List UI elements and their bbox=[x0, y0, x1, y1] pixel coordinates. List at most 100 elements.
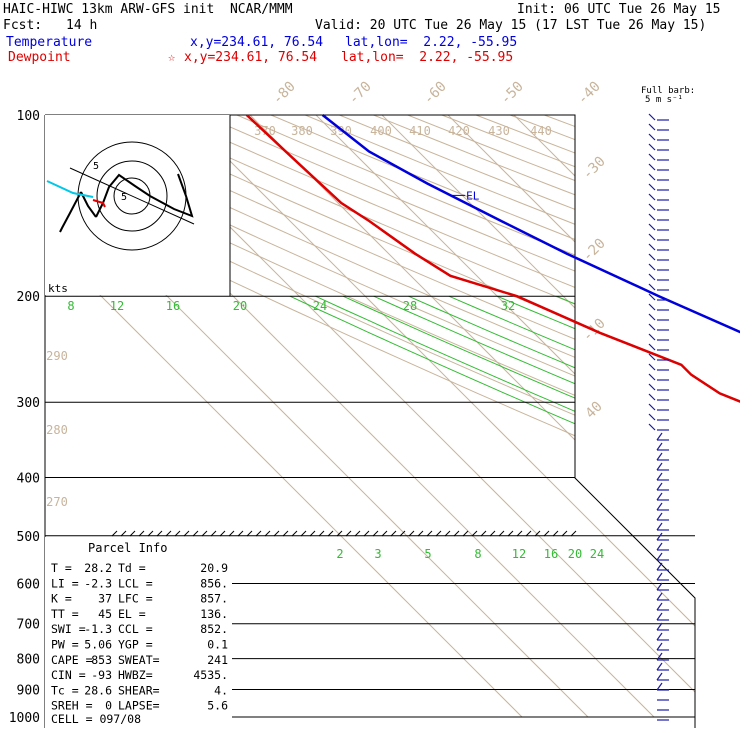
hatch-mark bbox=[309, 530, 316, 537]
dewpoint-xy: x,y=234.61, 76.54 bbox=[184, 50, 318, 65]
parcel-info-key: LFC = bbox=[118, 592, 153, 606]
isotherm-label: -30 bbox=[580, 154, 609, 183]
hatch-mark bbox=[399, 530, 406, 537]
parcel-info-key: Tc = bbox=[51, 683, 79, 697]
pressure-tick-label: 900 bbox=[17, 683, 40, 698]
pressure-tick-label: 400 bbox=[17, 471, 40, 486]
mixing-ratio-label: 24 bbox=[313, 299, 327, 313]
plot-frame bbox=[45, 114, 696, 728]
pressure-tick-label: 700 bbox=[17, 618, 40, 633]
wind-barb-flag bbox=[656, 512, 663, 521]
wind-barb-flag bbox=[656, 682, 663, 691]
hodograph-mean-wind bbox=[92, 199, 106, 208]
parcel-info-key: T = bbox=[51, 561, 72, 575]
pressure-tick-label: 500 bbox=[17, 530, 40, 545]
parcel-info-value: 37 bbox=[98, 592, 112, 606]
wind-barb-flag bbox=[648, 273, 656, 281]
wind-barb-flag bbox=[648, 203, 656, 211]
mixing-ratio-label: 16 bbox=[544, 547, 558, 561]
hatch-mark bbox=[372, 530, 379, 537]
hatch-mark bbox=[264, 530, 271, 537]
parcel-info-key: CAPE = bbox=[51, 653, 93, 667]
wind-barb-flag bbox=[656, 562, 663, 571]
isotherm-label: 40 bbox=[583, 399, 606, 422]
hodograph-trace-tail bbox=[59, 191, 82, 233]
hatch-mark bbox=[363, 530, 370, 537]
hodograph-storm-motion bbox=[46, 180, 94, 198]
parcel-info-key: CCL = bbox=[118, 622, 153, 636]
hatch-mark bbox=[525, 530, 532, 537]
wind-barb-flag bbox=[656, 532, 663, 541]
wind-barb-flag bbox=[656, 542, 663, 551]
wind-barb-flag bbox=[648, 263, 656, 271]
pressure-tick-label: 100 bbox=[17, 109, 40, 124]
hatch-mark bbox=[408, 530, 415, 537]
mixing-ratio-label: 8 bbox=[474, 547, 481, 561]
wind-barb-flag bbox=[648, 313, 656, 321]
dewpoint-legend-label: Dewpoint bbox=[8, 50, 71, 65]
hatch-mark bbox=[552, 530, 559, 537]
hatch-mark bbox=[336, 530, 343, 537]
mixing-ratio-label: 28 bbox=[403, 299, 417, 313]
parcel-info-value: 856. bbox=[200, 576, 228, 590]
hatch-mark bbox=[111, 530, 118, 537]
hatch-mark bbox=[534, 530, 541, 537]
model-title: HAIC-HIWC 13km ARW-GFS init NCAR/MMM bbox=[3, 2, 293, 17]
parcel-info-value: 241 bbox=[207, 653, 228, 667]
hatch-mark bbox=[462, 530, 469, 537]
wind-barb-flag bbox=[648, 403, 656, 411]
wind-barb-flag bbox=[656, 472, 663, 481]
wind-barb-flag bbox=[648, 243, 656, 251]
dry-adiabat-line bbox=[45, 115, 695, 718]
moist-adiabat-line bbox=[342, 295, 695, 718]
wind-barb-flag bbox=[656, 612, 663, 621]
wind-barb-flag bbox=[648, 293, 656, 301]
wind-barb-flag bbox=[648, 253, 656, 261]
pressure-tick-label: 600 bbox=[17, 577, 40, 592]
parcel-info-key: Td = bbox=[118, 561, 146, 575]
hodograph-ring bbox=[96, 160, 168, 232]
isotherm-line bbox=[45, 115, 523, 718]
temperature-legend-label: Temperature bbox=[6, 35, 93, 50]
hodograph-shear-line bbox=[69, 167, 195, 225]
isotherm-label: -50 bbox=[498, 79, 527, 108]
isotherm-line bbox=[447, 115, 695, 718]
dry-adiabat-line bbox=[612, 115, 695, 718]
hatch-mark bbox=[201, 530, 208, 537]
isotherm-label: -60 bbox=[421, 79, 450, 108]
isotherm-label: -80 bbox=[270, 79, 299, 108]
hatch-mark bbox=[192, 530, 199, 537]
dry-adiabat-line bbox=[646, 115, 695, 718]
mixing-ratio-label: 8 bbox=[67, 299, 74, 313]
wind-barb-flag bbox=[648, 213, 656, 221]
dry-adiabat-line bbox=[544, 115, 695, 718]
theta-label: 440 bbox=[530, 124, 552, 138]
parcel-info-value: 853 bbox=[91, 653, 112, 667]
wind-barb-flag bbox=[648, 143, 656, 151]
parcel-info-key: SHEAR= bbox=[118, 683, 160, 697]
wind-barb-flag bbox=[648, 333, 656, 341]
moist-adiabat-line bbox=[497, 295, 695, 718]
mixing-ratio-label: 5 bbox=[424, 547, 431, 561]
temperature-profile-line bbox=[321, 114, 740, 334]
wind-barb-flag bbox=[656, 642, 663, 651]
hatch-mark bbox=[255, 530, 262, 537]
parcel-info-key: K = bbox=[51, 592, 72, 606]
wind-barb-flag bbox=[648, 423, 656, 431]
dewpoint-profile-line bbox=[245, 114, 740, 403]
temperature-latlon: lat,lon= 2.22, -55.95 bbox=[345, 35, 518, 50]
hatch-mark bbox=[138, 530, 145, 537]
isotherm-line bbox=[712, 115, 740, 717]
hatch-mark bbox=[489, 530, 496, 537]
hatch-mark bbox=[291, 530, 298, 537]
dewpoint-latlon: lat,lon= 2.22, -55.95 bbox=[341, 50, 514, 65]
mixing-ratio-label: 3 bbox=[374, 547, 381, 561]
parcel-info-key: SREH = bbox=[51, 699, 93, 713]
wind-barb-flag bbox=[656, 672, 663, 681]
hatch-mark bbox=[210, 530, 217, 537]
parcel-info-value: 20.9 bbox=[200, 561, 228, 575]
wind-barb-flag bbox=[648, 363, 656, 371]
moist-adiabat-line bbox=[315, 295, 695, 718]
parcel-info-key: SWEAT= bbox=[118, 653, 160, 667]
